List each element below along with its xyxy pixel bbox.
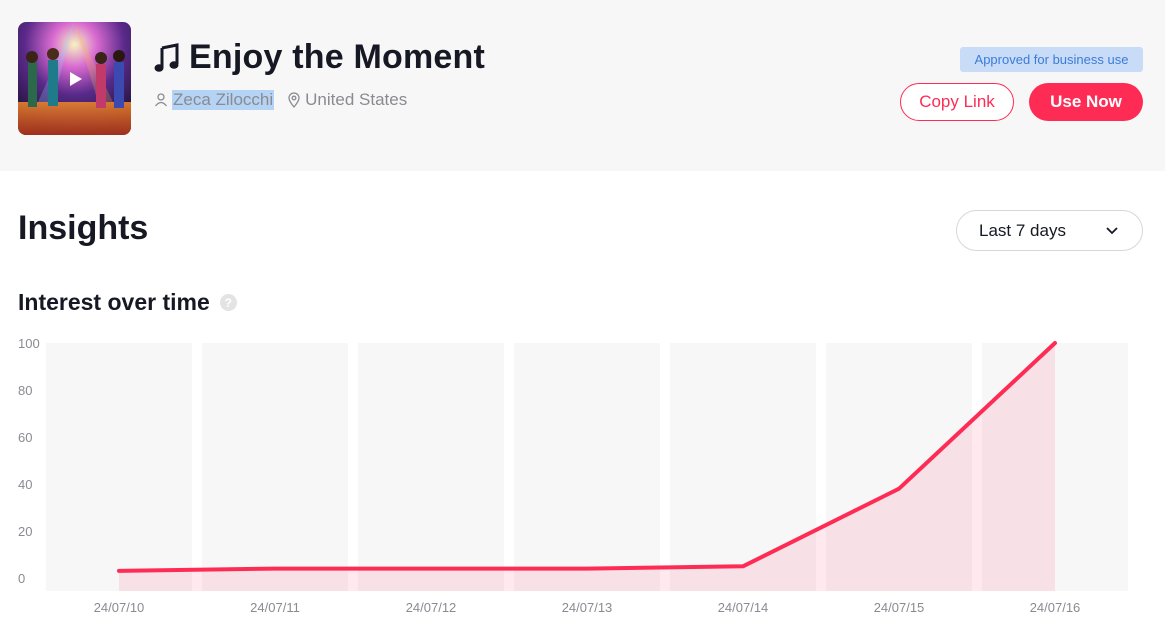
- chart-subtitle-row: Interest over time ?: [18, 289, 237, 316]
- chart-column-bg: [514, 343, 660, 591]
- y-tick-label: 80: [18, 383, 32, 398]
- series-point: [274, 568, 276, 570]
- song-title: Enjoy the Moment: [189, 38, 485, 76]
- album-cover[interactable]: [18, 22, 131, 135]
- x-tick-label: 24/07/14: [718, 600, 769, 615]
- chart-column-bg: [46, 343, 192, 591]
- author-name[interactable]: Zeca Zilocchi: [172, 90, 275, 110]
- series-point: [586, 568, 588, 570]
- y-tick-label: 20: [18, 524, 32, 539]
- play-icon[interactable]: [18, 22, 131, 135]
- chart-column-bg: [670, 343, 816, 591]
- cover-art-image: [18, 22, 131, 135]
- use-now-button[interactable]: Use Now: [1029, 83, 1143, 121]
- chart-subtitle: Interest over time: [18, 289, 210, 315]
- interest-chart: 0 20 40 60 80 100 24/07/10 24/07/11 24/07/12 24/0…: [18, 336, 1128, 615]
- series-point: [898, 488, 900, 490]
- title-row: Enjoy the Moment: [153, 38, 485, 77]
- location-text: United States: [305, 90, 408, 109]
- x-tick-label: 24/07/10: [94, 600, 145, 615]
- y-tick-label: 40: [18, 477, 32, 492]
- series-point: [1054, 342, 1056, 344]
- chart-column-bg: [826, 343, 972, 591]
- location-pin-icon: [286, 92, 302, 108]
- x-tick-label: 24/07/16: [1030, 600, 1081, 615]
- y-tick-label: 60: [18, 430, 32, 445]
- song-meta: Zeca Zilocchi United States: [153, 90, 407, 110]
- music-note-icon: [154, 42, 179, 72]
- y-tick-label: 100: [18, 336, 40, 351]
- x-tick-label: 24/07/11: [250, 600, 300, 615]
- date-range-label: Last 7 days: [979, 220, 1066, 240]
- chevron-down-icon: [1106, 226, 1118, 234]
- x-tick-label: 24/07/15: [874, 600, 925, 615]
- x-tick-label: 24/07/13: [562, 600, 613, 615]
- insights-heading: Insights: [18, 209, 149, 247]
- series-point: [430, 568, 432, 570]
- business-use-badge: Approved for business use: [960, 47, 1143, 72]
- person-icon: [153, 92, 169, 108]
- chart-column-bg: [982, 343, 1128, 591]
- copy-link-button[interactable]: Copy Link: [900, 83, 1014, 121]
- y-tick-label: 0: [18, 571, 25, 586]
- series-point: [118, 570, 120, 572]
- help-icon[interactable]: ?: [219, 294, 237, 311]
- date-range-dropdown[interactable]: Last 7 days: [956, 210, 1143, 251]
- chart-column-bg: [358, 343, 504, 591]
- chart-column-bg: [202, 343, 348, 591]
- x-tick-label: 24/07/12: [406, 600, 457, 615]
- song-header: Enjoy the Moment Zeca Zilocchi United St…: [0, 0, 1165, 171]
- series-point: [742, 565, 744, 567]
